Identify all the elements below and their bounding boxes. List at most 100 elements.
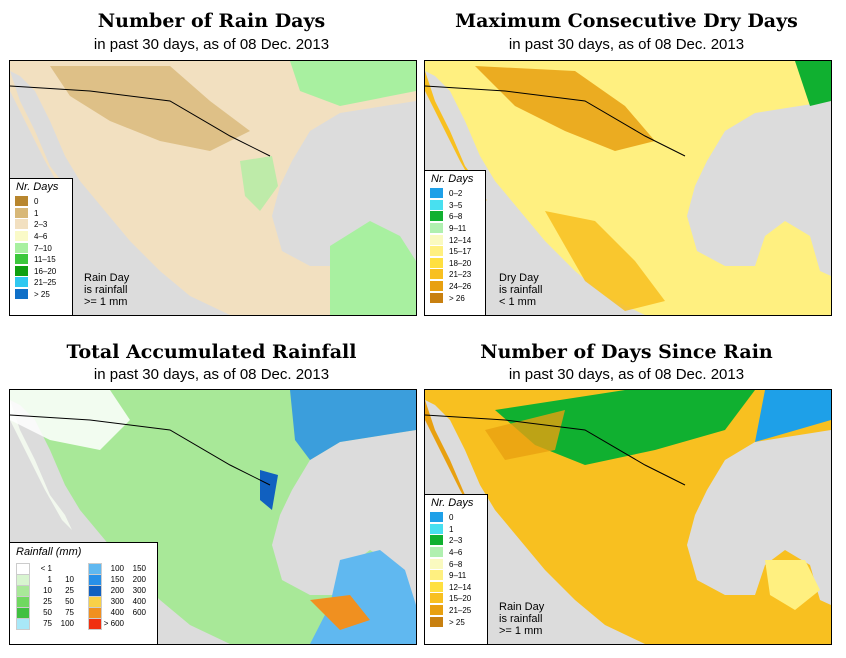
legend-entry: 18–20 <box>425 257 485 270</box>
legend-entry: 0–2 <box>425 188 485 200</box>
wet-zone-ne <box>795 61 831 106</box>
legend-entry: 15–17 <box>425 246 485 258</box>
very-dry-zone <box>475 66 655 151</box>
legend-range-low: < 1 <box>40 564 52 573</box>
legend-entry: 1 <box>425 523 487 536</box>
panel-subtitle: in past 30 days, as of 08 Dec. 2013 <box>508 36 745 53</box>
legend-swatch <box>430 246 443 258</box>
border-line <box>10 414 271 486</box>
legend-entry: 12–14 <box>425 234 485 246</box>
legend-label: 4–6 <box>34 232 48 242</box>
legend-range-low: 50 <box>43 608 52 617</box>
legend-title: Nr. Days <box>431 497 474 509</box>
definition-note: Rain Day is rainfall >= 1 mm <box>84 272 129 308</box>
legend-entry: > 600 <box>88 617 146 630</box>
legend-range-low: 1 <box>47 575 52 584</box>
wet-zone-gulf <box>260 470 278 510</box>
panel-title: Number of Rain Days <box>97 10 326 32</box>
legend-range-high: 75 <box>65 608 74 617</box>
legend-entry: 4–6 <box>10 231 72 243</box>
legend-swatch <box>15 242 28 254</box>
legend-range-high: 600 <box>132 608 146 617</box>
legend-label: 21–23 <box>449 270 472 280</box>
legend-swatch <box>430 512 443 524</box>
legend-swatch <box>15 219 28 231</box>
legend-column-right: 100 150 150 200 200 300 300 400 400 600 > 600 <box>88 562 146 630</box>
legend-label: 0–2 <box>449 189 463 199</box>
note-line: Rain Day <box>84 272 130 284</box>
legend-range-high: 10 <box>65 575 74 584</box>
legend-swatch <box>430 188 443 200</box>
wet-zone-gulf <box>240 156 278 211</box>
map-rainfall: Rainfall (mm) < 1 1 10 10 25 25 50 50 75 75 100 10… <box>9 389 417 645</box>
legend-entry: 50 75 <box>16 606 74 619</box>
legend-swatch <box>15 231 28 243</box>
legend-label: 2–3 <box>449 536 463 546</box>
legend-range-low: 300 <box>110 597 124 606</box>
map-canvas <box>425 61 831 315</box>
wet-zone-ne <box>290 390 416 460</box>
panel-title: Total Accumulated Rainfall <box>66 341 357 363</box>
map-canvas <box>425 390 831 644</box>
legend-range-high: 150 <box>132 564 146 573</box>
legend-label: 6–8 <box>449 212 463 222</box>
legend-label: 11–15 <box>34 255 56 265</box>
legend-swatch <box>15 207 28 219</box>
note-line: < 1 mm <box>499 296 536 308</box>
panel-title: Maximum Consecutive Dry Days <box>455 10 798 32</box>
note-line: is rainfall <box>499 613 543 625</box>
border-line <box>10 85 271 157</box>
legend-swatch <box>15 277 28 289</box>
legend-entry: 15–20 <box>425 593 487 605</box>
legend-label: 15–17 <box>449 247 472 257</box>
land-mexico-us <box>425 61 831 315</box>
legend-entry: 10 25 <box>16 584 74 597</box>
legend-range-low: 10 <box>43 586 52 595</box>
legend-entry: 4–6 <box>425 547 487 559</box>
legend-entry: > 25 <box>10 289 72 301</box>
legend-entry: < 1 <box>16 562 74 575</box>
legend-label: > 25 <box>449 617 465 627</box>
legend-rain-days: Nr. Days 0 1 2–3 4–6 7–10 11–15 16–20 21–25 > 25 <box>9 178 73 316</box>
legend-swatch <box>430 570 443 582</box>
legend-entry: 1 10 <box>16 573 74 586</box>
legend-swatch <box>15 265 28 277</box>
note-line: >= 1 mm <box>84 296 128 308</box>
legend-label: 15–20 <box>449 594 472 604</box>
legend-entry: 0 <box>10 196 72 208</box>
legend-entry: 2–3 <box>425 535 487 547</box>
land-baja <box>10 400 72 530</box>
note-line: Dry Day <box>499 272 539 284</box>
legend-label: 21–25 <box>34 278 57 288</box>
legend-label: 18–20 <box>449 258 472 268</box>
legend-entry: 16–20 <box>10 265 72 278</box>
legend-range-low: 200 <box>110 586 124 595</box>
legend-label: 24–26 <box>449 282 472 292</box>
dry-zone-nw <box>10 390 130 450</box>
legend-label: > 25 <box>34 290 50 300</box>
note-line: >= 1 mm <box>499 625 543 637</box>
legend-range-low: 75 <box>43 619 52 628</box>
legend-title: Rainfall (mm) <box>16 546 82 558</box>
legend-range-low: 400 <box>110 608 124 617</box>
panel-subtitle: in past 30 days, as of 08 Dec. 2013 <box>508 366 745 383</box>
dry-zone <box>50 66 250 151</box>
legend-swatch <box>430 269 443 281</box>
legend-swatch <box>430 535 443 547</box>
legend-entry: 75 100 <box>16 617 74 630</box>
legend-entry: 300 400 <box>88 595 146 608</box>
legend-swatch <box>15 196 28 208</box>
legend-days-since-rain: Nr. Days 0 1 2–3 4–6 6–8 9–11 12–14 15–20 21–25 >… <box>424 494 488 645</box>
legend-range-low: 100 <box>110 564 124 573</box>
definition-note: Dry Day is rainfall < 1 mm <box>499 272 542 308</box>
map-rain-days <box>9 60 417 316</box>
legend-range-high: 100 <box>60 619 74 628</box>
legend-entry: 21–23 <box>425 269 485 281</box>
recent-rain-zone <box>495 390 755 465</box>
map-canvas <box>10 61 416 315</box>
legend-range-low: > 600 <box>103 619 124 628</box>
legend-column-left: < 1 1 10 10 25 25 50 50 75 75 100 <box>16 562 74 630</box>
legend-entry: 9–11 <box>425 223 485 235</box>
legend-swatch <box>430 199 443 211</box>
legend-swatch <box>430 234 443 246</box>
